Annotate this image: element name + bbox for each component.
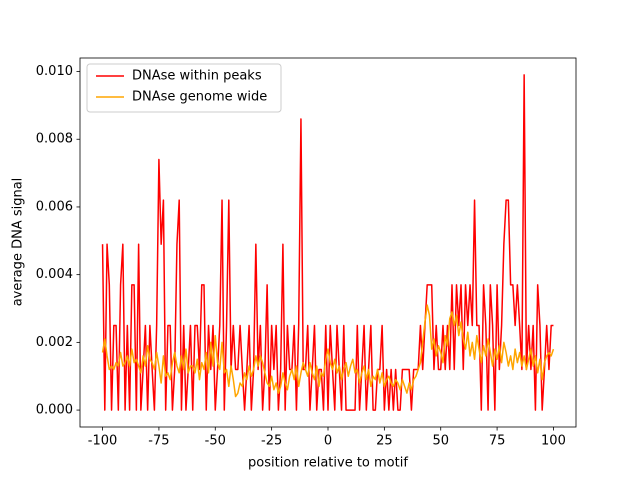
x-tick-label: 75 (489, 434, 506, 449)
x-tick-label: -75 (148, 434, 169, 449)
x-tick-label: -25 (261, 434, 282, 449)
plot-frame (79, 57, 577, 428)
x-tick-label: 100 (541, 434, 566, 449)
y-tick-label: 0.004 (36, 267, 73, 282)
x-axis-label: position relative to motif (248, 456, 408, 471)
data-line (101, 74, 554, 411)
x-tick-label: -50 (205, 434, 226, 449)
y-tick-label: 0.006 (36, 199, 73, 214)
legend-label: DNAse genome wide (132, 90, 267, 105)
y-tick-label: 0.000 (36, 403, 73, 418)
y-tick-label: 0.010 (36, 64, 73, 79)
y-tick-label: 0.008 (36, 132, 73, 147)
y-tick-label: 0.002 (36, 335, 73, 350)
x-tick-label: -100 (88, 434, 118, 449)
y-axis-label: average DNA signal (11, 178, 26, 307)
x-tick-label: 50 (432, 434, 449, 449)
data-line (101, 304, 555, 398)
legend-label: DNAse within peaks (132, 69, 262, 84)
x-tick-label: 0 (324, 434, 332, 449)
x-tick-label: 25 (376, 434, 393, 449)
legend-box (86, 63, 282, 113)
